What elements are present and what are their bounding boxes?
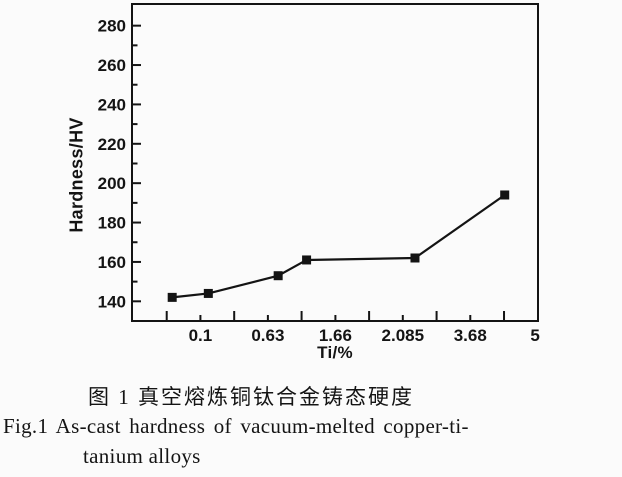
y-axis-tick-label: 220: [98, 135, 126, 154]
data-point-marker: [273, 271, 283, 281]
y-axis-tick-label: 240: [98, 95, 126, 114]
x-axis-tick-label: 5: [530, 326, 539, 345]
x-axis-tick-label: 2.085: [382, 326, 425, 345]
data-point-marker: [203, 288, 213, 298]
y-axis-tick-label: 200: [98, 174, 126, 193]
x-axis-tick-label: 0.1: [189, 326, 213, 345]
data-point-marker: [167, 292, 177, 302]
caption-chinese: 图 1 真空熔炼铜钛合金铸态硬度: [88, 385, 414, 409]
plot-frame: [131, 3, 539, 322]
data-point-marker: [302, 255, 312, 265]
caption-english-line1: Fig.1 As-cast hardness of vacuum-melted …: [3, 414, 469, 438]
x-axis-tick-label: 3.68: [454, 326, 487, 345]
x-axis-tick-label: 1.66: [319, 326, 352, 345]
y-axis-tick-label: 260: [98, 56, 126, 75]
y-axis-tick-label: 180: [98, 214, 126, 233]
hardness-chart: 140 160 180 200 220 240 260 280 0.1 0.63 1.66 2.085…: [98, 3, 540, 345]
y-axis-tick-label: 280: [98, 17, 126, 36]
y-axis-title: Hardness/HV: [66, 117, 87, 233]
y-axis-tick-label: 160: [98, 253, 126, 272]
hardness-line: [172, 194, 506, 299]
y-axis-tick-label: 140: [98, 292, 126, 311]
data-point-marker: [410, 253, 420, 263]
x-axis-tick-label: 0.63: [251, 326, 284, 345]
x-axis-title: Ti/%: [317, 343, 353, 362]
data-point-marker: [500, 190, 510, 200]
caption-english-line2: tanium alloys: [83, 444, 201, 468]
